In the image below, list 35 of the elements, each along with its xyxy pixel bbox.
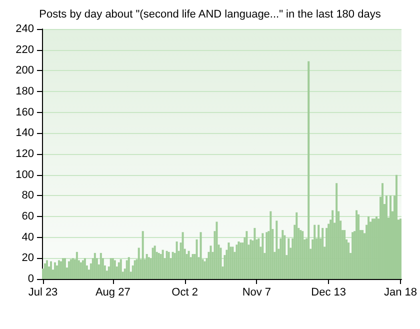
y-tick-label: 40	[22, 231, 34, 244]
bar	[94, 252, 96, 279]
y-tick-label: 220	[16, 44, 34, 56]
bar	[118, 262, 120, 279]
bar	[356, 210, 358, 279]
x-tick-label: Aug 27	[95, 286, 130, 298]
x-tick-label: Jul 23	[28, 286, 58, 298]
y-tick-label: 200	[16, 64, 34, 77]
x-tick-label: Oct 2	[172, 286, 198, 298]
bar	[142, 231, 144, 279]
y-tick-label: 100	[16, 168, 34, 181]
bar	[262, 233, 264, 279]
y-tick-label: 240	[16, 23, 34, 35]
bar	[308, 61, 310, 279]
bar	[220, 248, 222, 279]
bar	[76, 252, 78, 279]
y-tick-label: 180	[16, 86, 34, 98]
bar	[322, 228, 324, 279]
x-tick-label: Nov 7	[242, 286, 272, 298]
bar	[44, 263, 46, 279]
bar	[128, 257, 130, 279]
y-tick-label: 160	[16, 106, 34, 118]
y-tick-label: 60	[22, 210, 34, 222]
y-tick-label: 80	[22, 190, 34, 202]
bar	[100, 252, 102, 279]
y-tick-label: 0	[28, 273, 34, 285]
y-tick-label: 20	[22, 252, 34, 264]
y-tick-label: 120	[16, 148, 34, 160]
x-tick-label: Dec 13	[311, 286, 346, 298]
bar	[276, 220, 278, 279]
y-tick-label: 140	[16, 127, 34, 140]
bar	[336, 183, 338, 279]
chart-title: Posts by day about "(second life AND language..." in the last 180 days	[39, 8, 382, 20]
x-tick-label: Jan 18	[384, 286, 418, 298]
bar	[188, 250, 190, 279]
